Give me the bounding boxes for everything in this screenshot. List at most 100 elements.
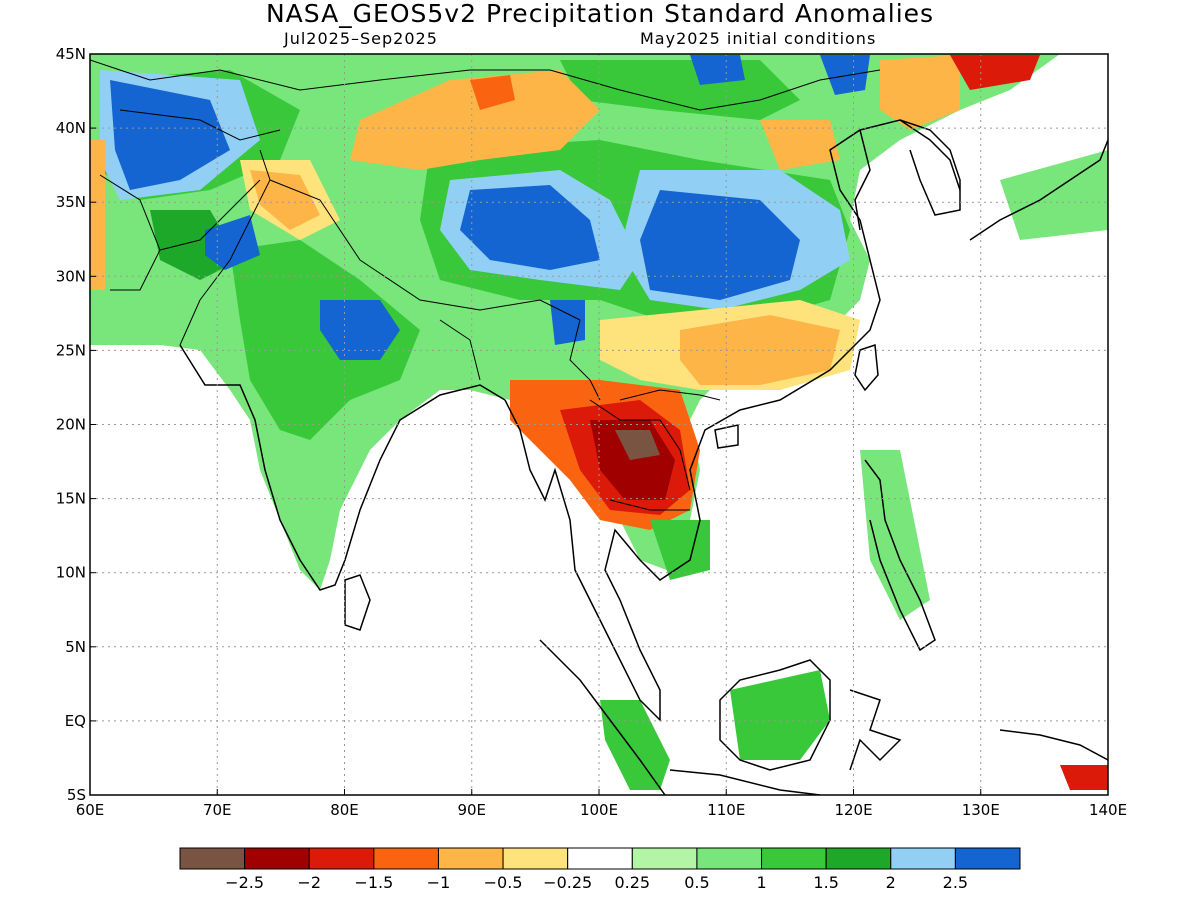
colorbar-swatch xyxy=(244,847,310,870)
colorbar-label: 1 xyxy=(756,873,766,892)
border-china-myanmar xyxy=(569,319,601,401)
lat-tick-label: 25N xyxy=(56,341,86,359)
orange-korea xyxy=(760,120,840,170)
chart-title: NASA_GEOS5v2 Precipitation Standard Anom… xyxy=(265,0,935,28)
border-kazakhstan xyxy=(90,59,301,91)
coastline-hainan xyxy=(714,424,739,449)
green-japan xyxy=(1000,150,1108,240)
lat-tick-label: 5N xyxy=(65,638,86,656)
colorbar-swatch xyxy=(696,847,763,870)
init-conditions-label: May2025 initial conditions xyxy=(640,29,877,48)
lon-tick-label: 130E xyxy=(962,801,1000,819)
colorbar-label: 0.25 xyxy=(614,873,650,892)
blue-north-india xyxy=(320,300,400,360)
coastline-india xyxy=(179,344,506,591)
border-india-bangladesh xyxy=(439,319,481,381)
colorbar-swatch xyxy=(825,847,892,870)
lon-tick-label: 110E xyxy=(707,801,745,819)
green-philippines xyxy=(860,450,930,620)
blue-northwest xyxy=(110,80,230,190)
border-himalaya xyxy=(269,179,581,321)
lon-tick-label: 120E xyxy=(834,801,872,819)
coastline-japan xyxy=(969,139,1108,241)
blue-afghan xyxy=(205,215,260,270)
colorbar-label: 2 xyxy=(886,873,896,892)
orange-iran xyxy=(90,140,105,290)
coastline-sri-lanka xyxy=(344,574,371,631)
border-vietnam-china xyxy=(619,389,721,401)
colorbar-label: −1.5 xyxy=(354,873,393,892)
border-thailand-cambodia xyxy=(609,499,690,511)
orange-north-china-core xyxy=(470,75,515,110)
lon-tick-label: 60E xyxy=(76,801,105,819)
lat-tick-label: 35N xyxy=(56,193,86,211)
colorbar-swatch xyxy=(567,847,633,870)
colorbar-swatch xyxy=(631,847,698,870)
country-borders xyxy=(90,59,881,511)
blue-manchuria xyxy=(820,55,870,95)
colorbar-label: −0.5 xyxy=(484,873,523,892)
lat-tick-label: 5S xyxy=(67,786,86,804)
coastlines xyxy=(179,119,1108,795)
colorbar: −2.5 −2 −1.5 −1 −0.5 −0.25 0.25 0.5 1 1.5 2 2.5 xyxy=(179,847,1021,892)
colorbar-label: −2 xyxy=(297,873,321,892)
coastline-borneo xyxy=(719,659,831,771)
orange-south-china xyxy=(680,315,840,385)
colorbar-label: 0.5 xyxy=(684,873,709,892)
red-png xyxy=(1060,765,1108,790)
coastline-se-asia xyxy=(504,119,961,722)
green-patch-india xyxy=(230,240,420,440)
blue-mongolia xyxy=(690,55,745,85)
lon-tick-label: 100E xyxy=(580,801,618,819)
border-china-mongolia xyxy=(299,69,881,111)
anomaly-fields xyxy=(90,54,1108,790)
colorbar-label: −0.25 xyxy=(543,873,592,892)
border-pakistan-india xyxy=(179,149,271,346)
colorbar-label: −2.5 xyxy=(225,873,264,892)
green-borneo xyxy=(730,670,830,760)
axis-ticks: 60E 70E 80E 90E 100E 110E 120E 130E 140E 45N 40N 35… xyxy=(56,45,1127,819)
colorbar-swatch xyxy=(502,847,569,870)
brown-laos-core xyxy=(615,430,660,460)
orange-north-china xyxy=(350,70,600,170)
coastline-philippines xyxy=(864,459,936,652)
coastline-java xyxy=(669,769,821,795)
lat-tick-label: 30N xyxy=(56,267,86,285)
green-sumatra xyxy=(600,700,670,790)
colorbar-swatch xyxy=(890,847,956,870)
lat-tick-label: 10N xyxy=(56,564,86,582)
colorbar-swatch xyxy=(954,847,1021,870)
coastline-china-north xyxy=(854,129,871,231)
colorbar-swatch xyxy=(308,847,375,870)
coastline-new-guinea xyxy=(999,729,1108,761)
border-central-asia xyxy=(119,109,281,141)
lat-tick-label: 15N xyxy=(56,490,86,508)
blue-tibet xyxy=(460,185,600,270)
blue-china xyxy=(640,190,800,300)
border-afghan-pakistan xyxy=(159,179,261,251)
orange-northeast-asia xyxy=(880,55,960,130)
season-label: Jul2025–Sep2025 xyxy=(284,29,438,48)
colorbar-label: 1.5 xyxy=(813,873,838,892)
coastline-sulawesi xyxy=(849,689,902,771)
lon-tick-label: 70E xyxy=(203,801,232,819)
coastline-korea xyxy=(899,119,961,216)
lat-tick-label: 20N xyxy=(56,416,86,434)
colorbar-swatch xyxy=(761,847,827,870)
colorbar-swatch xyxy=(373,847,439,870)
border-laos-thailand xyxy=(589,399,691,491)
colorbar-label: −1 xyxy=(427,873,451,892)
coastline-taiwan xyxy=(854,343,879,392)
green-vietnam xyxy=(650,520,710,580)
map-gridlines xyxy=(90,54,1108,795)
colorbar-label: 2.5 xyxy=(943,873,968,892)
lat-tick-label: 40N xyxy=(56,119,86,137)
colorbar-swatch xyxy=(179,847,246,870)
lat-tick-label: EQ xyxy=(65,712,86,730)
colorbar-swatch xyxy=(437,847,504,870)
lon-tick-label: 140E xyxy=(1089,801,1127,819)
lon-tick-label: 80E xyxy=(330,801,359,819)
coastline-sumatra xyxy=(539,639,666,795)
lon-tick-label: 90E xyxy=(457,801,486,819)
